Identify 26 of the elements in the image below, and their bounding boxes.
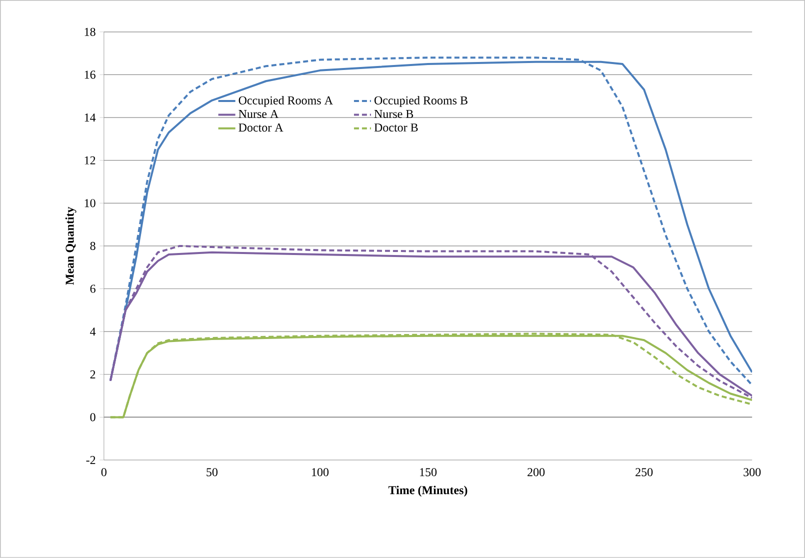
legend-label: Occupied Rooms A — [238, 96, 333, 107]
x-tick-label: 200 — [528, 468, 545, 476]
x-tick-label: 50 — [206, 468, 218, 476]
legend-label: Doctor A — [238, 124, 284, 132]
y-tick-label: 12 — [84, 156, 96, 164]
x-tick-label: 0 — [101, 468, 106, 476]
legend-label: Nurse B — [374, 110, 414, 118]
x-tick-label: 100 — [312, 468, 329, 476]
legend-label: Doctor B — [374, 124, 418, 132]
y-tick-label: 18 — [84, 28, 96, 36]
y-tick-label: 14 — [84, 114, 96, 122]
legend-label: Nurse A — [238, 110, 279, 118]
x-tick-label: 150 — [420, 468, 437, 476]
y-tick-label: 16 — [84, 70, 96, 79]
y-tick-label: 6 — [90, 284, 96, 293]
y-tick-label: 10 — [84, 199, 96, 208]
y-tick-label: 2 — [90, 370, 96, 378]
y-tick-label: 8 — [90, 242, 96, 250]
y-axis-title: Mean Quantity — [65, 206, 76, 285]
x-axis-title: Time (Minutes) — [388, 486, 468, 497]
y-tick-label: 4 — [90, 328, 96, 336]
legend-label: Occupied Rooms B — [374, 96, 468, 107]
y-tick-label: 0 — [90, 413, 96, 422]
x-tick-label: 300 — [744, 468, 761, 476]
x-tick-label: 250 — [636, 468, 653, 476]
y-tick-label: -2 — [86, 456, 96, 464]
